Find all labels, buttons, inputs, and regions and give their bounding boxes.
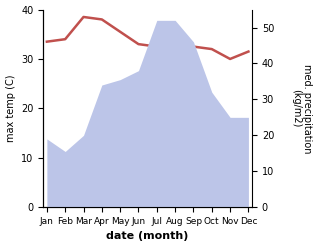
Y-axis label: max temp (C): max temp (C) <box>5 75 16 142</box>
X-axis label: date (month): date (month) <box>107 231 189 242</box>
Y-axis label: med. precipitation
(kg/m2): med. precipitation (kg/m2) <box>291 64 313 153</box>
